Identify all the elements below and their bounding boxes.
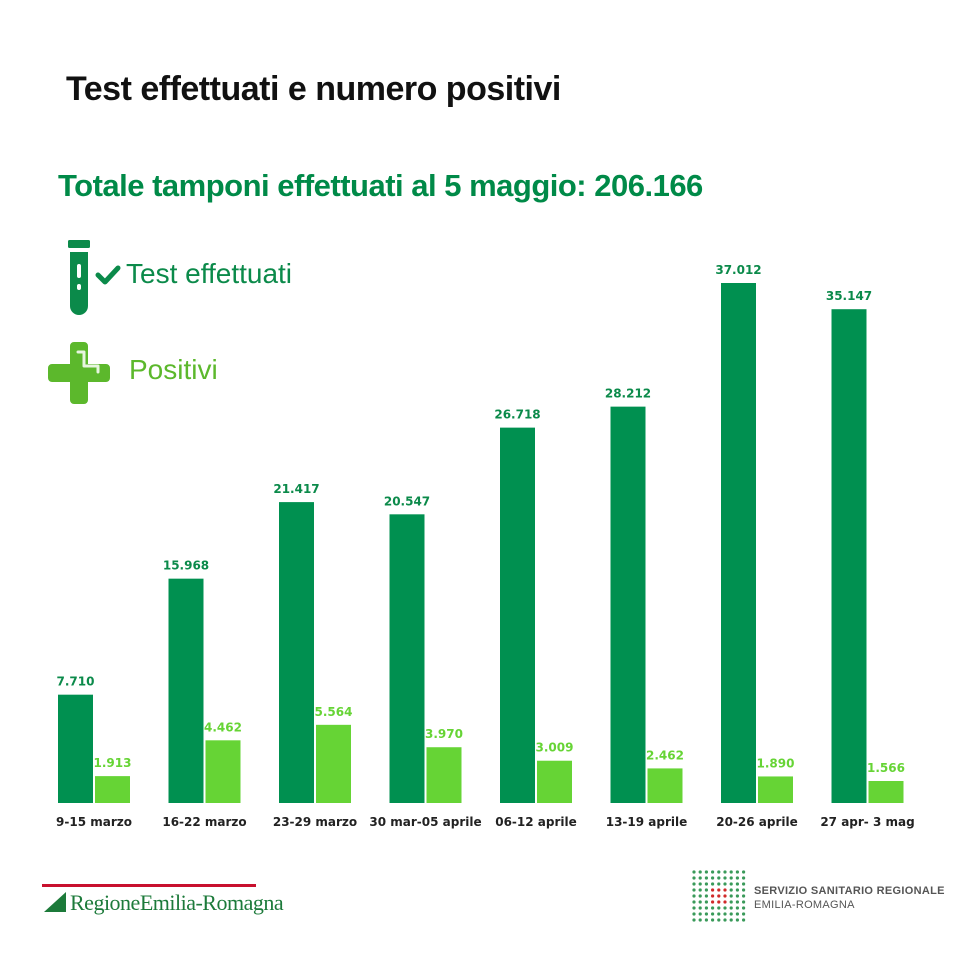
bar-tests-1 [168,578,204,803]
bar-positives-7 [868,780,904,803]
regione-logo [42,882,258,922]
category-label-0: 9-15 marzo [56,815,132,829]
label-tests-1: 15.968 [163,559,209,573]
bar-positives-6 [758,776,793,803]
label-positives-7: 1.566 [867,761,905,775]
label-positives-5: 2.462 [646,748,684,762]
bar-positives-2 [316,724,351,803]
ssr-dots-icon [692,870,746,922]
label-tests-3: 20.547 [384,494,430,508]
legend-positives-label: Positivi [129,354,218,385]
category-label-5: 13-19 aprile [606,815,688,829]
category-label-3: 30 mar-05 aprile [369,815,481,829]
ssr-logo-text: SERVIZIO SANITARIO REGIONALE EMILIA-ROMA… [754,884,945,912]
label-positives-1: 4.462 [204,720,242,734]
regione-flag-icon [42,884,256,912]
label-tests-2: 21.417 [273,482,319,496]
bar-tests-4 [500,427,535,803]
label-positives-6: 1.890 [757,756,795,770]
bar-positives-3 [426,747,462,803]
category-label-2: 23-29 marzo [273,815,357,829]
category-label-6: 20-26 aprile [716,815,798,829]
chart-subtitle: Totale tamponi effettuati al 5 maggio: 2… [58,168,703,203]
page-title: Test effettuati e numero positivi [66,70,561,108]
bar-positives-5 [647,768,683,803]
bar-tests-6 [721,283,756,803]
bar-positives-0 [95,776,130,803]
ssr-logo [690,868,940,924]
plus-cross-icon [48,342,110,404]
category-label-4: 06-12 aprile [495,815,577,829]
bar-positives-1 [205,740,241,803]
bar-tests-0 [58,694,93,803]
bar-tests-5 [610,406,646,803]
label-positives-3: 3.970 [425,727,463,741]
bar-tests-3 [389,514,425,803]
test-tube-check-icon [68,240,121,315]
label-tests-5: 28.212 [605,387,651,401]
ssr-line-2: EMILIA-ROMAGNA [754,899,855,911]
category-label-7: 27 apr- 3 mag [820,815,914,829]
bar-tests-2 [279,502,314,803]
bar-positives-4 [537,760,572,803]
legend-tests-label: Test effettuati [126,258,293,289]
bar-tests-7 [831,309,867,803]
label-positives-2: 5.564 [315,705,353,719]
label-positives-0: 1.913 [94,756,132,770]
label-tests-6: 37.012 [715,263,761,277]
ssr-line-1: SERVIZIO SANITARIO REGIONALE [754,885,945,897]
label-tests-7: 35.147 [826,289,872,303]
regione-logo-text: RegioneEmilia-Romagna [70,890,284,915]
label-tests-4: 26.718 [494,408,540,422]
label-positives-4: 3.009 [536,741,574,755]
category-label-1: 16-22 marzo [162,815,246,829]
label-tests-0: 7.710 [57,675,95,689]
